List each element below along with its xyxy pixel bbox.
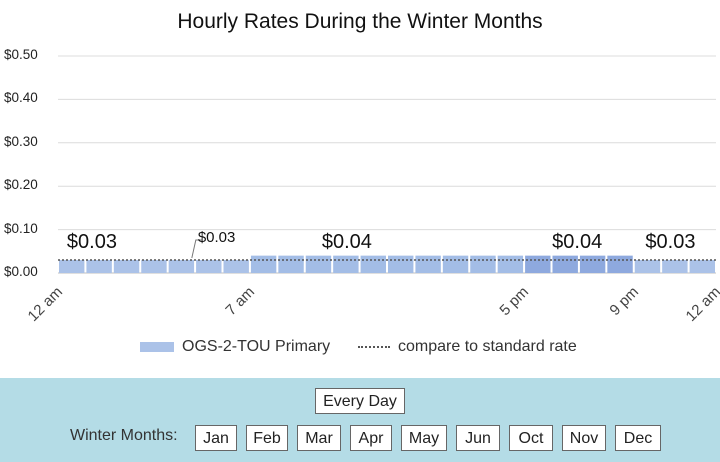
bar	[662, 259, 688, 273]
y-tick-label: $0.40	[4, 90, 38, 106]
bar	[415, 255, 441, 273]
data-label: $0.03	[645, 231, 696, 253]
bar	[360, 255, 386, 273]
bar	[689, 259, 715, 273]
bar	[333, 255, 359, 273]
y-tick-label: $0.20	[4, 177, 38, 193]
bar	[552, 255, 578, 273]
bar	[525, 255, 551, 273]
month-button-apr[interactable]: Apr	[350, 425, 392, 451]
bar	[579, 255, 606, 273]
bar	[196, 259, 222, 273]
chart-plot	[58, 55, 716, 274]
legend-item-standard: compare to standard rate	[358, 338, 577, 356]
legend-dotted-line	[358, 346, 390, 348]
month-button-dec[interactable]: Dec	[615, 425, 661, 451]
data-label: $0.04	[552, 231, 603, 253]
bar	[634, 259, 661, 273]
legend-item-rate: OGS-2-TOU Primary	[140, 338, 330, 356]
legend-label-standard: compare to standard rate	[398, 338, 577, 355]
label-leader-line	[191, 239, 202, 259]
y-tick-label: $0.50	[4, 47, 38, 62]
month-button-oct[interactable]: Oct	[509, 425, 553, 451]
data-label: $0.03	[66, 231, 117, 253]
every-day-button[interactable]: Every Day	[315, 388, 405, 414]
chart-title: Hourly Rates During the Winter Months	[177, 10, 543, 33]
y-tick-label: $0.00	[4, 264, 38, 279]
winter-months-label: Winter Months:	[70, 427, 178, 444]
bar	[470, 255, 496, 273]
bar	[442, 255, 469, 273]
bar	[305, 255, 332, 273]
bar	[607, 255, 633, 273]
month-button-may[interactable]: May	[401, 425, 447, 451]
month-button-jun[interactable]: Jun	[456, 425, 500, 451]
legend-label-rate: OGS-2-TOU Primary	[182, 338, 331, 355]
bar	[497, 255, 524, 273]
legend-swatch-rate	[140, 342, 174, 352]
bar	[168, 259, 195, 273]
bar	[388, 255, 414, 273]
chart-panel: Hourly Rates During the Winter Months $0…	[0, 0, 720, 378]
month-button-nov[interactable]: Nov	[562, 425, 606, 451]
bar	[141, 259, 167, 273]
bar	[86, 259, 112, 273]
bar	[278, 255, 304, 273]
bar	[223, 259, 249, 273]
month-button-mar[interactable]: Mar	[297, 425, 341, 451]
data-label: $0.03	[197, 229, 236, 246]
month-button-feb[interactable]: Feb	[246, 425, 288, 451]
bar	[59, 259, 85, 273]
chart-legend: OGS-2-TOU Primary compare to standard ra…	[0, 338, 720, 358]
controls-panel: Every Day Winter Months: Jan Feb Mar Apr May…	[0, 378, 720, 462]
y-tick-label: $0.30	[4, 133, 38, 149]
bar	[113, 259, 140, 273]
data-label: $0.04	[321, 231, 372, 253]
month-button-jan[interactable]: Jan	[195, 425, 237, 451]
y-tick-label: $0.10	[4, 220, 38, 236]
bar	[250, 255, 277, 273]
